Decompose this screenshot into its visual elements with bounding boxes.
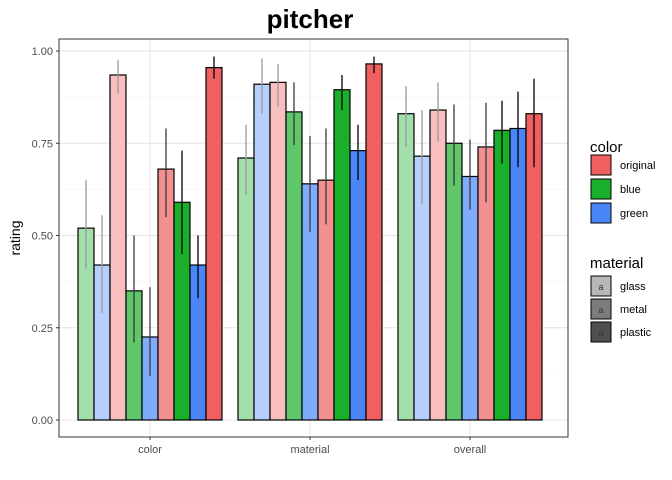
legend-label-blue: blue	[620, 184, 641, 196]
bar-overall-plastic-green	[493, 129, 511, 421]
x-tick-label: overall	[454, 444, 486, 456]
bar-material-plastic-blue	[349, 150, 367, 421]
x-tick-label: color	[138, 444, 162, 456]
bar-material-metal-green	[285, 111, 303, 421]
bar-color-glass-original	[109, 74, 127, 421]
y-tick-label: 0.50	[32, 231, 53, 243]
legend-color-items: original blue green	[590, 154, 655, 224]
legend-key-glyph: a	[598, 328, 603, 338]
x-tick-label: material	[290, 444, 329, 456]
bar-material-glass-green	[237, 157, 255, 421]
panel-border	[58, 38, 569, 438]
y-tick-label: 0.00	[32, 415, 53, 427]
legend-material-items: a glass a metal a plastic	[590, 275, 652, 343]
bar-overall-glass-original	[429, 109, 447, 421]
bar-overall-metal-blue	[461, 175, 479, 421]
legend-swatch-metal	[590, 298, 612, 320]
legend-material-title: material	[590, 255, 643, 272]
plot-panel: 0.00 0.25 0.50 0.75 1.00 color material overall	[32, 38, 569, 456]
legend-swatch-glass	[590, 275, 612, 297]
bar-material-glass-blue	[253, 83, 271, 421]
legend-color-title: color	[590, 139, 623, 156]
y-axis-label: rating	[7, 220, 23, 255]
legend-label-original: original	[620, 160, 655, 172]
legend-label-green: green	[620, 208, 648, 220]
legend-swatch-green	[590, 202, 612, 224]
bar-color-plastic-original	[205, 67, 223, 421]
legend-label-plastic: plastic	[620, 327, 652, 339]
legend-label-metal: metal	[620, 304, 647, 316]
bar-material-glass-original	[269, 81, 287, 421]
legend-swatch-original	[590, 154, 612, 176]
bar-overall-plastic-blue	[509, 127, 527, 421]
bar-material-plastic-original	[365, 63, 383, 421]
y-tick-label: 0.75	[32, 138, 53, 150]
legend-label-glass: glass	[620, 281, 646, 293]
legend-key-glyph: a	[598, 282, 603, 292]
y-tick-label: 0.25	[32, 323, 53, 335]
legend-swatch-blue	[590, 178, 612, 200]
legend-key-glyph: a	[598, 305, 603, 315]
chart-title: pitcher	[267, 4, 354, 34]
y-tick-label: 1.00	[32, 46, 53, 58]
legend-swatch-plastic	[590, 321, 612, 343]
bar-material-plastic-green	[333, 89, 351, 421]
bar-overall-glass-green	[397, 113, 415, 421]
